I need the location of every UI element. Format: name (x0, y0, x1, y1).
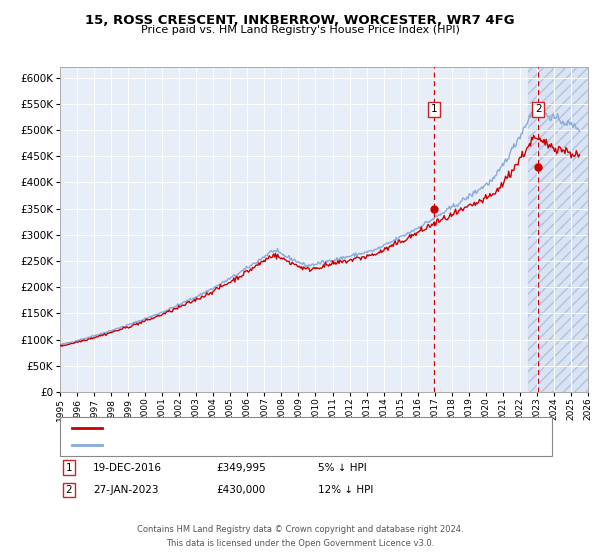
Text: 1: 1 (65, 463, 73, 473)
Text: 19-DEC-2016: 19-DEC-2016 (93, 463, 162, 473)
Text: £430,000: £430,000 (216, 485, 265, 495)
Text: 15, ROSS CRESCENT, INKBERROW, WORCESTER, WR7 4FG (detached house): 15, ROSS CRESCENT, INKBERROW, WORCESTER,… (105, 423, 481, 433)
Text: 1: 1 (431, 104, 437, 114)
Text: 15, ROSS CRESCENT, INKBERROW, WORCESTER, WR7 4FG: 15, ROSS CRESCENT, INKBERROW, WORCESTER,… (85, 14, 515, 27)
Text: 2: 2 (535, 104, 542, 114)
Bar (529, 67, 588, 392)
Text: HPI: Average price, detached house, Wychavon: HPI: Average price, detached house, Wych… (105, 440, 337, 450)
Text: 12% ↓ HPI: 12% ↓ HPI (318, 485, 373, 495)
Text: Price paid vs. HM Land Registry's House Price Index (HPI): Price paid vs. HM Land Registry's House … (140, 25, 460, 35)
Text: £349,995: £349,995 (216, 463, 266, 473)
Bar (529, 67, 588, 392)
Text: 5% ↓ HPI: 5% ↓ HPI (318, 463, 367, 473)
Text: Contains HM Land Registry data © Crown copyright and database right 2024.: Contains HM Land Registry data © Crown c… (137, 525, 463, 534)
Text: 2: 2 (65, 485, 73, 495)
Text: This data is licensed under the Open Government Licence v3.0.: This data is licensed under the Open Gov… (166, 539, 434, 548)
Text: 27-JAN-2023: 27-JAN-2023 (93, 485, 158, 495)
